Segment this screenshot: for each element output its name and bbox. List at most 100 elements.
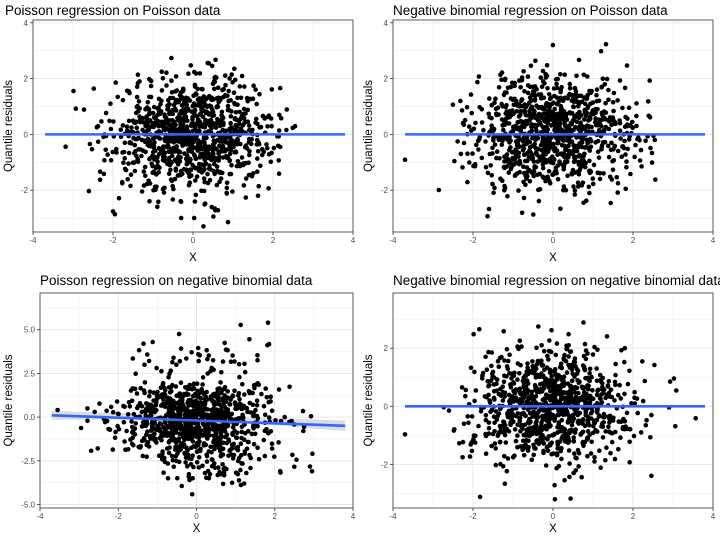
data-point xyxy=(159,88,165,93)
data-point xyxy=(156,199,161,205)
data-point xyxy=(215,396,221,402)
data-point xyxy=(599,400,605,405)
data-point xyxy=(553,396,558,402)
data-point xyxy=(196,455,202,460)
data-point xyxy=(543,71,548,77)
data-point xyxy=(188,141,193,147)
data-point xyxy=(571,159,577,165)
data-point xyxy=(143,107,148,112)
data-point xyxy=(627,460,632,465)
data-point xyxy=(517,418,523,424)
data-point xyxy=(162,136,167,142)
data-point xyxy=(564,138,570,143)
data-point xyxy=(610,115,615,120)
data-point xyxy=(649,160,655,165)
data-point xyxy=(496,364,502,370)
data-point xyxy=(168,149,173,154)
data-point xyxy=(162,401,167,407)
data-point xyxy=(251,83,256,88)
y-tick-label: -5.0 xyxy=(21,501,35,510)
data-point xyxy=(543,463,549,468)
data-point xyxy=(567,474,572,480)
data-point xyxy=(637,158,643,163)
data-point xyxy=(102,158,107,163)
data-point xyxy=(180,402,185,407)
data-point xyxy=(522,444,527,450)
data-point xyxy=(540,79,546,84)
data-point xyxy=(563,187,569,193)
data-point xyxy=(536,324,541,329)
data-point xyxy=(121,160,126,165)
data-point xyxy=(191,386,197,391)
data-point xyxy=(594,378,600,384)
data-point xyxy=(590,181,596,187)
data-point xyxy=(152,115,158,121)
data-point xyxy=(553,392,558,398)
data-point xyxy=(521,390,527,395)
x-tick-label: -4 xyxy=(29,236,37,245)
data-point xyxy=(586,124,592,130)
data-point xyxy=(210,409,215,415)
y-tick-label: 0 xyxy=(384,402,389,411)
data-point xyxy=(200,463,205,469)
data-point xyxy=(110,447,116,452)
data-point xyxy=(256,183,262,189)
data-point xyxy=(514,413,519,419)
data-point xyxy=(167,438,172,444)
data-point xyxy=(247,337,252,342)
data-point xyxy=(218,170,223,175)
data-point xyxy=(508,422,513,428)
data-point xyxy=(234,406,239,412)
data-point xyxy=(603,41,609,47)
data-point xyxy=(510,157,516,162)
data-point xyxy=(550,433,555,438)
data-point xyxy=(562,439,568,444)
data-point xyxy=(193,178,198,183)
data-point xyxy=(590,430,596,436)
data-point xyxy=(214,430,219,436)
data-point xyxy=(565,381,571,387)
data-point xyxy=(489,443,494,449)
scatter-points xyxy=(402,41,658,219)
data-point xyxy=(586,118,591,123)
data-point xyxy=(585,453,590,459)
data-point xyxy=(269,408,275,414)
data-point xyxy=(187,477,192,483)
data-point xyxy=(185,452,191,458)
data-point xyxy=(188,123,194,128)
data-point xyxy=(236,455,242,461)
data-point xyxy=(519,422,524,428)
data-point xyxy=(667,379,673,384)
data-point xyxy=(582,366,588,372)
data-point xyxy=(292,464,297,470)
data-point xyxy=(101,171,107,177)
data-point xyxy=(242,120,247,126)
data-point xyxy=(132,168,138,174)
data-point xyxy=(504,426,510,432)
data-point xyxy=(268,429,274,434)
data-point xyxy=(170,197,176,202)
data-point xyxy=(239,406,244,412)
data-point xyxy=(574,366,580,372)
data-point xyxy=(576,162,582,167)
data-point xyxy=(524,141,529,147)
data-point xyxy=(197,353,203,358)
data-point xyxy=(488,378,494,384)
data-point xyxy=(177,358,183,364)
data-point xyxy=(606,87,611,93)
data-point xyxy=(200,87,205,92)
data-point xyxy=(139,153,144,159)
data-point xyxy=(150,163,155,169)
data-point xyxy=(617,382,622,388)
data-point xyxy=(605,143,611,149)
data-point xyxy=(563,147,568,153)
data-point xyxy=(220,94,226,100)
data-point xyxy=(159,98,164,103)
data-point xyxy=(135,72,141,77)
data-point xyxy=(536,187,541,193)
data-point xyxy=(124,428,129,434)
data-point xyxy=(243,143,249,148)
data-point xyxy=(217,423,223,429)
data-point xyxy=(238,116,244,122)
